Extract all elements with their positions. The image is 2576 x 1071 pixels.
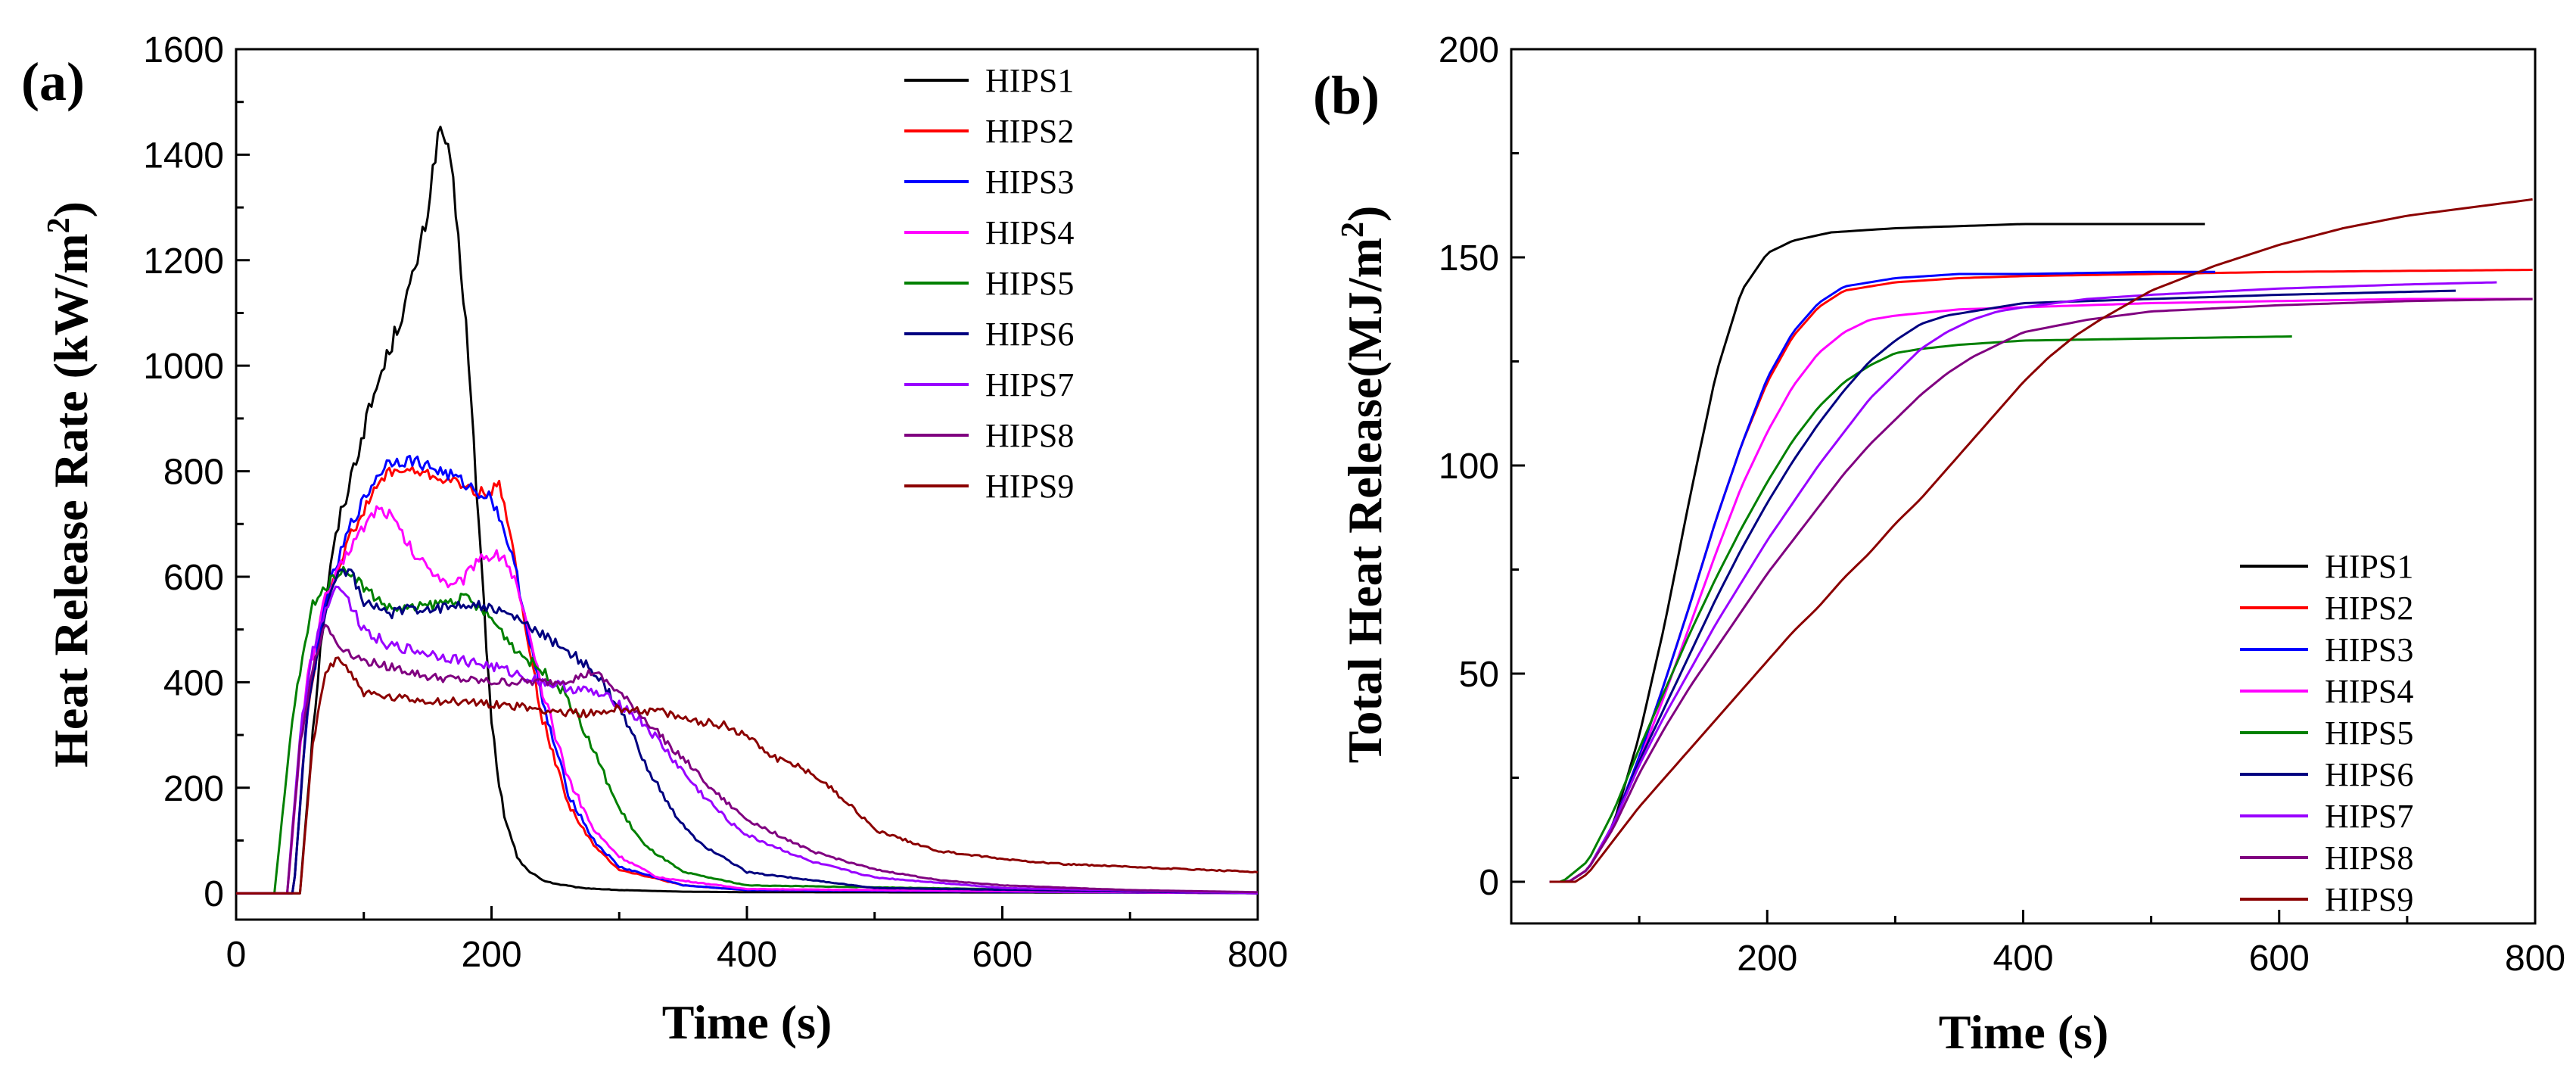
panel-a-y-axis-title-main: Heat Release Rate (kW/m: [44, 233, 98, 767]
legend-label-hips1: HIPS1: [985, 62, 1074, 99]
panel-b-y-axis-title: Total Heat Release(MJ/m2): [1336, 206, 1392, 764]
series-line-hips3: [236, 454, 1258, 895]
panel-b-thr-chart: (b) 200 400 600 800 0 50 100 150 200 Time (s) T…: [1313, 30, 2565, 1059]
legend-label-hips1: HIPS1: [2325, 548, 2413, 585]
series-line-hips6: [236, 568, 1258, 895]
legend-label-hips3: HIPS3: [2325, 631, 2413, 668]
x-tick-label: 400: [717, 935, 777, 975]
legend-label-hips5: HIPS5: [985, 265, 1074, 302]
series-line-hips3: [1549, 270, 2216, 883]
legend-label-hips4: HIPS4: [985, 214, 1074, 251]
panel-a-y-axis-title-close: ): [44, 201, 98, 217]
series-line-hips7: [1549, 281, 2497, 883]
panel-a-y-axis-title: Heat Release Rate (kW/m2): [42, 201, 98, 767]
y-tick-label: 100: [1439, 447, 1499, 487]
panel-a-series-group: [236, 126, 1258, 895]
y-tick-label: 1600: [143, 30, 224, 70]
panel-a-x-axis-title: Time (s): [662, 995, 832, 1049]
series-line-hips7: [236, 585, 1258, 895]
y-tick-label: 400: [163, 663, 224, 703]
legend-label-hips7: HIPS7: [2325, 798, 2413, 835]
y-tick-label: 600: [163, 558, 224, 598]
y-tick-label: 800: [163, 453, 224, 493]
panel-b-x-axis-title: Time (s): [1939, 1005, 2109, 1059]
y-tick-label: 50: [1459, 655, 1499, 695]
panel-b-x-axis: 200 400 600 800: [1638, 910, 2565, 979]
y-tick-label: 150: [1439, 238, 1499, 279]
series-line-hips5: [236, 565, 1258, 895]
panel-b-series-group: [1549, 198, 2533, 883]
series-line-hips9: [236, 656, 1258, 895]
panel-b-y-axis-title-close: ): [1338, 206, 1392, 222]
panel-a-y-axis: 0 200 400 600 800 1000 1200 1400 1600: [143, 30, 250, 914]
series-line-hips1: [1549, 223, 2205, 883]
legend-label-hips9: HIPS9: [985, 468, 1074, 505]
series-line-hips2: [236, 465, 1258, 895]
panel-b-y-axis-title-superscript: 2: [1336, 222, 1370, 238]
series-line-hips4: [1549, 297, 2533, 883]
legend-label-hips7: HIPS7: [985, 366, 1074, 403]
panel-a-hrr-chart: (a) 0 200 400 600 800 0 200 400 600 800 1000 1200 1…: [21, 30, 1288, 1049]
panel-a-x-axis: 0 200 400 600 800: [226, 906, 1288, 975]
x-tick-label: 400: [1993, 939, 2053, 979]
y-tick-label: 200: [1439, 30, 1499, 70]
panel-b-label: (b): [1313, 65, 1380, 126]
panel-b-legend: HIPS1 HIPS2 HIPS3 HIPS4 HIPS5 HIPS6 HIPS7 HIPS8…: [2240, 548, 2413, 918]
panel-a-legend: HIPS1 HIPS2 HIPS3 HIPS4 HIPS5 HIPS6 HIPS7 HIPS8…: [904, 62, 1074, 505]
x-tick-label: 200: [461, 935, 521, 975]
series-line-hips9: [1549, 198, 2533, 883]
legend-label-hips4: HIPS4: [2325, 673, 2413, 710]
x-tick-label: 200: [1737, 939, 1797, 979]
series-line-hips8: [236, 624, 1258, 895]
x-tick-label: 800: [1227, 935, 1288, 975]
panel-b-y-axis: 0 50 100 150 200: [1439, 30, 1525, 903]
legend-label-hips2: HIPS2: [985, 113, 1074, 150]
series-line-hips6: [1549, 289, 2456, 883]
y-tick-label: 1000: [143, 347, 224, 387]
panel-b-y-axis-title-main: Total Heat Release(MJ/m: [1338, 238, 1392, 763]
legend-label-hips2: HIPS2: [2325, 590, 2413, 627]
legend-label-hips8: HIPS8: [2325, 839, 2413, 876]
panel-a-y-axis-title-superscript: 2: [42, 217, 76, 233]
legend-label-hips6: HIPS6: [985, 316, 1074, 353]
y-tick-label: 1400: [143, 135, 224, 176]
x-tick-label: 0: [226, 935, 247, 975]
series-line-hips8: [1549, 297, 2533, 883]
panel-a-label: (a): [21, 51, 85, 112]
y-tick-label: 200: [163, 769, 224, 809]
legend-label-hips5: HIPS5: [2325, 715, 2413, 752]
x-tick-label: 600: [2249, 939, 2310, 979]
y-tick-label: 0: [204, 874, 224, 914]
y-tick-label: 0: [1479, 863, 1499, 903]
legend-label-hips6: HIPS6: [2325, 756, 2413, 793]
x-tick-label: 600: [972, 935, 1032, 975]
legend-label-hips8: HIPS8: [985, 417, 1074, 454]
legend-label-hips9: HIPS9: [2325, 881, 2413, 918]
y-tick-label: 1200: [143, 241, 224, 282]
series-line-hips5: [1549, 335, 2292, 883]
x-tick-label: 800: [2505, 939, 2565, 979]
panel-a-plot-frame: [235, 48, 1259, 921]
legend-label-hips3: HIPS3: [985, 163, 1074, 201]
